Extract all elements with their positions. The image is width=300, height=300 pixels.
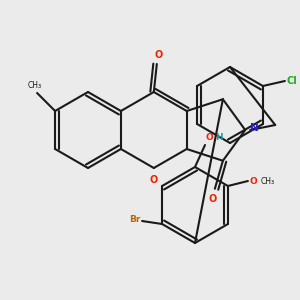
Text: O: O [155, 50, 163, 60]
Text: Cl: Cl [287, 76, 298, 86]
Text: O: O [150, 175, 158, 185]
Text: O: O [206, 133, 214, 142]
Text: H: H [215, 133, 223, 142]
Text: CH₃: CH₃ [28, 81, 42, 90]
Text: O: O [250, 176, 258, 185]
Text: O: O [209, 194, 217, 204]
Text: Br: Br [129, 215, 140, 224]
Text: CH₃: CH₃ [261, 178, 275, 187]
Text: N: N [250, 123, 259, 133]
